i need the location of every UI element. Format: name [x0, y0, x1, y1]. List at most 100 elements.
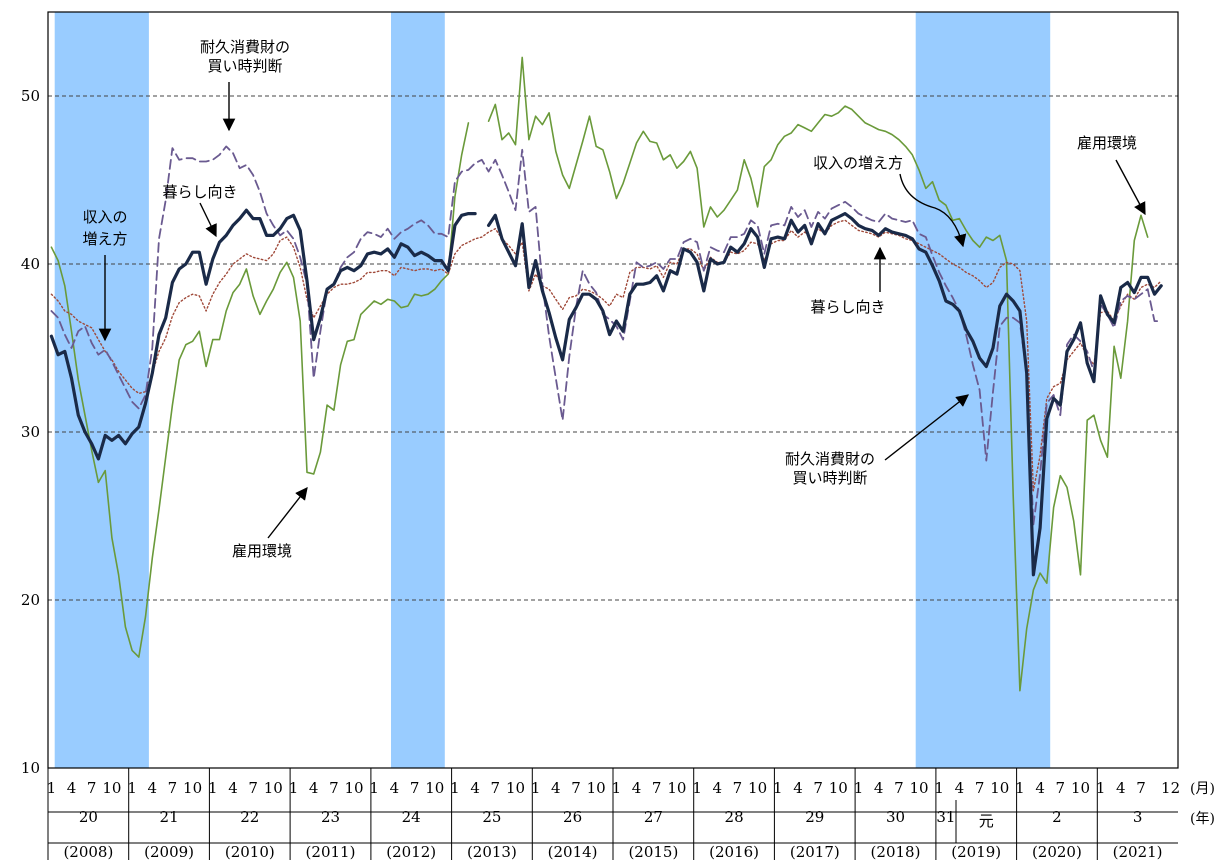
month-tick-(2008)-10: 10: [102, 779, 121, 797]
month-tick-(2009)-10: 10: [183, 779, 202, 797]
month-tick-(2010)-10: 10: [264, 779, 283, 797]
month-tick-(2016)-10: 10: [748, 779, 767, 797]
annotation-taikyu-left: 耐久消費財の買い時判断: [200, 38, 290, 75]
era-year-label: 21: [160, 808, 179, 826]
month-tick-(2020)-7: 7: [1056, 779, 1066, 797]
month-tick-(2011)-1: 1: [289, 779, 299, 797]
month-tick-(2012)-10: 10: [425, 779, 444, 797]
month-tick-(2012)-7: 7: [410, 779, 420, 797]
annotation-arrow-koyo-left: [267, 487, 308, 539]
month-tick-(2017)-7: 7: [813, 779, 823, 797]
western-year-label: (2012): [386, 843, 436, 860]
month-tick-(2015)-1: 1: [612, 779, 622, 797]
month-tick-(2018)-10: 10: [909, 779, 928, 797]
month-tick-(2010)-4: 4: [228, 779, 238, 797]
annotation-koyo-right: 雇用環境: [1077, 134, 1137, 152]
western-year-label: (2013): [467, 843, 517, 860]
month-tick-(2019)-1: 1: [934, 779, 944, 797]
month-tick-(2015)-10: 10: [667, 779, 686, 797]
month-tick-(2021)-1: 1: [1096, 779, 1106, 797]
y-tick-50: 50: [21, 87, 40, 105]
month-tick-(2018)-7: 7: [894, 779, 904, 797]
series-line-taikyu: [50, 145, 1163, 526]
month-tick-(2013)-4: 4: [470, 779, 480, 797]
era-year-label: 28: [725, 808, 744, 826]
series-line-shunyu: [50, 219, 1162, 492]
annotation-shunyu-left: 収入の増え方: [82, 208, 127, 248]
western-year-label: (2008): [63, 843, 113, 860]
year-unit-label: (年): [1190, 811, 1215, 827]
month-tick-(2021)-12: 12: [1161, 779, 1180, 797]
y-tick-20: 20: [21, 591, 40, 609]
month-tick-(2014)-10: 10: [587, 779, 606, 797]
month-tick-(2018)-1: 1: [854, 779, 864, 797]
month-tick-(2012)-4: 4: [390, 779, 400, 797]
series-line-koyo: [50, 56, 1149, 692]
series-line-kurashi: [49, 208, 1163, 577]
shaded-period-2: [391, 12, 445, 768]
annotation-arrow-shunyu-right: [899, 173, 967, 248]
month-tick-(2011)-4: 4: [309, 779, 319, 797]
month-tick-(2016)-4: 4: [713, 779, 723, 797]
month-tick-(2020)-1: 1: [1015, 779, 1025, 797]
month-tick-(2015)-7: 7: [652, 779, 662, 797]
y-tick-10: 10: [21, 759, 40, 777]
annotations: 耐久消費財の買い時判断暮らし向き収入の増え方雇用環境収入の増え方暮らし向き耐久消…: [82, 38, 1146, 560]
month-tick-(2019)-4: 4: [955, 779, 965, 797]
series-lines: [49, 56, 1163, 692]
month-tick-(2009)-7: 7: [168, 779, 178, 797]
annotation-arrow-kurashi-left: [199, 202, 217, 238]
month-tick-(2017)-10: 10: [829, 779, 848, 797]
era-year-label: 2: [1052, 808, 1062, 826]
era-year-label: 27: [644, 808, 663, 826]
month-tick-(2017)-4: 4: [793, 779, 803, 797]
western-year-label: (2018): [871, 843, 921, 860]
western-year-label: (2016): [709, 843, 759, 860]
month-tick-(2013)-10: 10: [506, 779, 525, 797]
era-year-label: 23: [321, 808, 340, 826]
annotation-koyo-left: 雇用環境: [232, 542, 292, 560]
month-tick-(2008)-1: 1: [47, 779, 57, 797]
western-year-label: (2009): [144, 843, 194, 860]
month-tick-(2010)-7: 7: [248, 779, 258, 797]
era-year-label: 25: [482, 808, 501, 826]
western-year-label: (2011): [306, 843, 356, 860]
month-tick-(2021)-4: 4: [1116, 779, 1126, 797]
month-tick-(2021)-7: 7: [1136, 779, 1146, 797]
month-tick-(2019)-10: 10: [990, 779, 1009, 797]
month-tick-(2016)-7: 7: [733, 779, 743, 797]
month-tick-(2009)-1: 1: [127, 779, 137, 797]
western-year-label: (2015): [628, 843, 678, 860]
y-tick-30: 30: [21, 423, 40, 441]
month-tick-(2020)-4: 4: [1035, 779, 1045, 797]
month-tick-(2011)-7: 7: [329, 779, 339, 797]
annotation-taikyu-right: 耐久消費財の買い時判断: [785, 450, 875, 487]
month-tick-(2010)-1: 1: [208, 779, 218, 797]
month-tick-(2020)-10: 10: [1071, 779, 1090, 797]
annotation-arrow-taikyu-right: [884, 394, 969, 461]
month-tick-(2014)-1: 1: [531, 779, 541, 797]
western-year-label: (2020): [1032, 843, 1082, 860]
annotation-kurashi-right: 暮らし向き: [810, 298, 885, 316]
era-year-label: 3: [1133, 808, 1143, 826]
month-tick-(2014)-4: 4: [551, 779, 561, 797]
month-tick-(2011)-10: 10: [344, 779, 363, 797]
western-year-label: (2017): [790, 843, 840, 860]
month-unit-label: (月): [1190, 781, 1215, 797]
month-tick-(2018)-4: 4: [874, 779, 884, 797]
era-year-label: 24: [402, 808, 421, 826]
month-tick-(2015)-4: 4: [632, 779, 642, 797]
annotation-shunyu-right: 収入の増え方: [813, 154, 903, 172]
western-year-label: (2014): [548, 843, 598, 860]
western-year-label: (2021): [1113, 843, 1163, 860]
month-tick-(2016)-1: 1: [692, 779, 702, 797]
era-year-label: 30: [886, 808, 905, 826]
month-tick-(2013)-7: 7: [491, 779, 501, 797]
month-tick-(2008)-7: 7: [87, 779, 97, 797]
western-year-label: (2010): [225, 843, 275, 860]
annotation-arrow-koyo-right: [1115, 159, 1146, 216]
era-year-label: 22: [240, 808, 259, 826]
month-tick-(2013)-1: 1: [450, 779, 460, 797]
era-year-label: 31: [936, 808, 955, 826]
